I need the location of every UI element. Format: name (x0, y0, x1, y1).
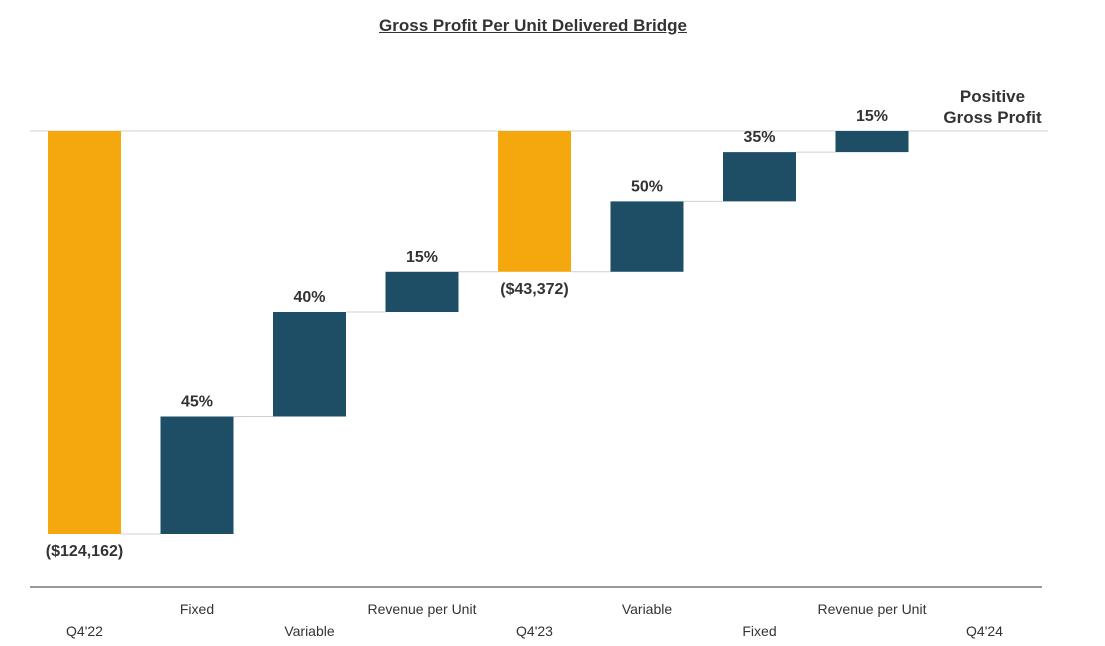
x-tick-label: Variable (284, 623, 335, 639)
annotation-text: Positive (960, 87, 1025, 106)
data-label: 50% (631, 178, 663, 195)
data-label: ($124,162) (46, 543, 123, 560)
x-tick-label: Revenue per Unit (818, 601, 927, 617)
change-bar (273, 311, 346, 417)
change-bar (610, 201, 684, 272)
total-bar (498, 131, 571, 272)
x-tick-label: Q4'24 (966, 623, 1003, 639)
data-label: ($43,372) (500, 281, 569, 298)
x-tick-label: Variable (622, 601, 673, 617)
x-tick-label: Revenue per Unit (368, 601, 477, 617)
change-bar (385, 271, 459, 312)
data-label: 45% (181, 394, 213, 411)
total-bar (48, 131, 121, 534)
data-label: 15% (406, 249, 438, 266)
chart-title: Gross Profit Per Unit Delivered Bridge (379, 16, 687, 35)
change-bar (723, 152, 796, 202)
x-tick-label: Fixed (180, 601, 214, 617)
x-tick-label: Fixed (742, 623, 776, 639)
x-tick-label: Q4'22 (66, 623, 103, 639)
change-bar (160, 416, 234, 534)
change-bar (835, 131, 909, 153)
data-label: 35% (743, 129, 775, 146)
x-tick-label: Q4'23 (516, 623, 553, 639)
annotation-text: Gross Profit (943, 108, 1042, 127)
data-label: 40% (293, 289, 325, 306)
data-label: 15% (856, 108, 888, 125)
